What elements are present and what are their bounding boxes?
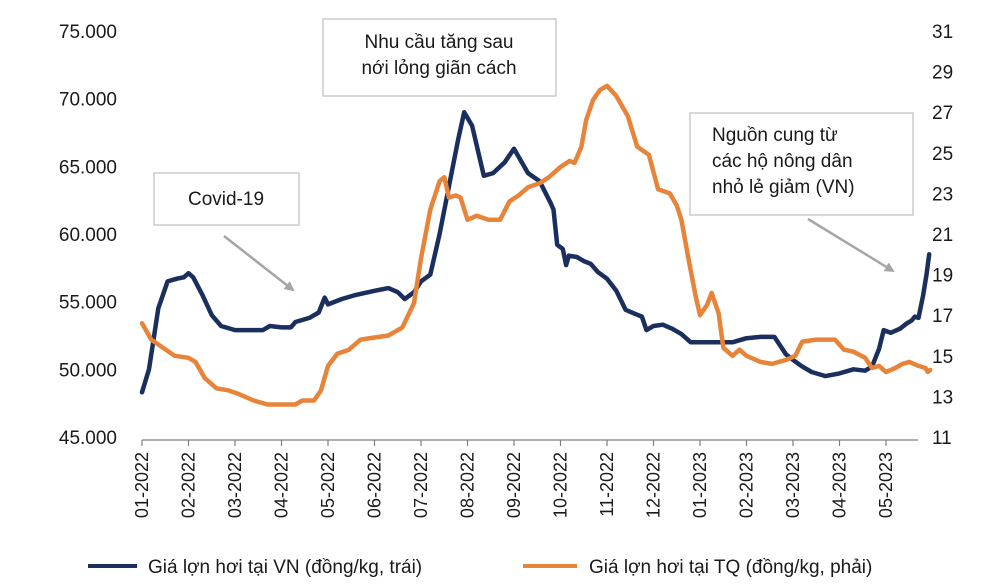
series-line-vn: [139, 109, 932, 395]
legend-label-tq: Giá lợn hơi tại TQ (đồng/kg, phải): [589, 557, 872, 578]
legend: Giá lợn hơi tại VN (đồng/kg, trái) Giá l…: [88, 557, 872, 578]
annotation-box: [153, 172, 300, 226]
x-tick-label: 12-2022: [644, 452, 664, 518]
x-tick-label: 08-2022: [458, 452, 478, 518]
legend-label-vn: Giá lợn hơi tại VN (đồng/kg, trái): [148, 557, 422, 578]
x-tick-label: 07-2022: [411, 452, 431, 518]
annotation-arrow: [223, 235, 295, 292]
annotation-text: nới lỏng giãn cách: [361, 58, 516, 79]
annotation-covid: Covid-19: [153, 172, 300, 292]
y-axis-left: 75.000 70.000 65.000 60.000 55.000 50.000 45.0…: [59, 22, 117, 449]
x-tick-label: 06-2022: [365, 452, 385, 518]
y-right-tick-label: 15: [932, 347, 953, 368]
x-tick-label: 03-2022: [225, 452, 245, 518]
x-axis: 01-2022 02-2022 03-2022 04-2022 05-2022 06-20…: [132, 440, 896, 518]
y-right-tick-label: 23: [932, 184, 953, 205]
y-left-tick-label: 45.000: [59, 428, 117, 449]
x-tick-label: 02-2023: [737, 452, 757, 518]
x-tick-label: 01-2022: [132, 452, 152, 518]
annotation-box: [322, 18, 557, 97]
y-right-tick-label: 17: [932, 306, 953, 327]
y-right-tick-label: 21: [932, 225, 953, 246]
series-line-tq: [139, 83, 933, 407]
x-tick-label: 11-2022: [597, 452, 617, 517]
annotation-text: Covid-19: [188, 189, 264, 210]
y-right-tick-label: 29: [932, 63, 953, 84]
y-left-tick-label: 50.000: [59, 360, 117, 381]
annotation-text: nhỏ lẻ giảm (VN): [712, 177, 855, 198]
x-tick-label: 01-2023: [690, 452, 710, 518]
x-tick-label: 05-2022: [318, 452, 338, 518]
y-right-tick-label: 19: [932, 266, 953, 287]
x-tick-label: 09-2022: [504, 452, 524, 518]
y-left-tick-label: 70.000: [59, 90, 117, 111]
x-tick-label: 04-2023: [830, 452, 850, 518]
x-tick-label: 02-2022: [179, 452, 199, 518]
y-axis-right: 31 29 27 25 23 21 19 17 15 13 11: [932, 22, 953, 449]
y-left-tick-label: 55.000: [59, 293, 117, 314]
y-left-tick-label: 75.000: [59, 22, 117, 43]
legend-item-vn: Giá lợn hơi tại VN (đồng/kg, trái): [88, 557, 422, 578]
y-left-tick-label: 60.000: [59, 225, 117, 246]
legend-item-tq: Giá lợn hơi tại TQ (đồng/kg, phải): [523, 557, 872, 578]
x-tick-label: 05-2023: [876, 452, 896, 518]
y-right-tick-label: 13: [932, 387, 953, 408]
annotation-text: Nguồn cung từ: [712, 125, 838, 146]
annotation-box: [689, 112, 914, 216]
x-tick-label: 10-2022: [551, 452, 571, 518]
x-tick-label: 03-2023: [783, 452, 803, 518]
y-right-tick-label: 25: [932, 144, 953, 165]
annotation-demand: Nhu cầu tăng sau nới lỏng giãn cách: [322, 18, 557, 97]
annotation-supply: Nguồn cung từ các hộ nông dân nhỏ lẻ giả…: [689, 112, 914, 273]
annotation-text: các hộ nông dân: [712, 151, 853, 172]
y-right-tick-label: 27: [932, 103, 953, 124]
x-tick-label: 04-2022: [272, 452, 292, 518]
annotation-text: Nhu cầu tăng sau: [365, 32, 514, 53]
y-left-tick-label: 65.000: [59, 157, 117, 178]
y-right-tick-label: 11: [932, 428, 952, 449]
series-layer: [139, 83, 933, 407]
y-right-tick-label: 31: [932, 22, 953, 43]
annotation-arrow: [807, 217, 895, 273]
